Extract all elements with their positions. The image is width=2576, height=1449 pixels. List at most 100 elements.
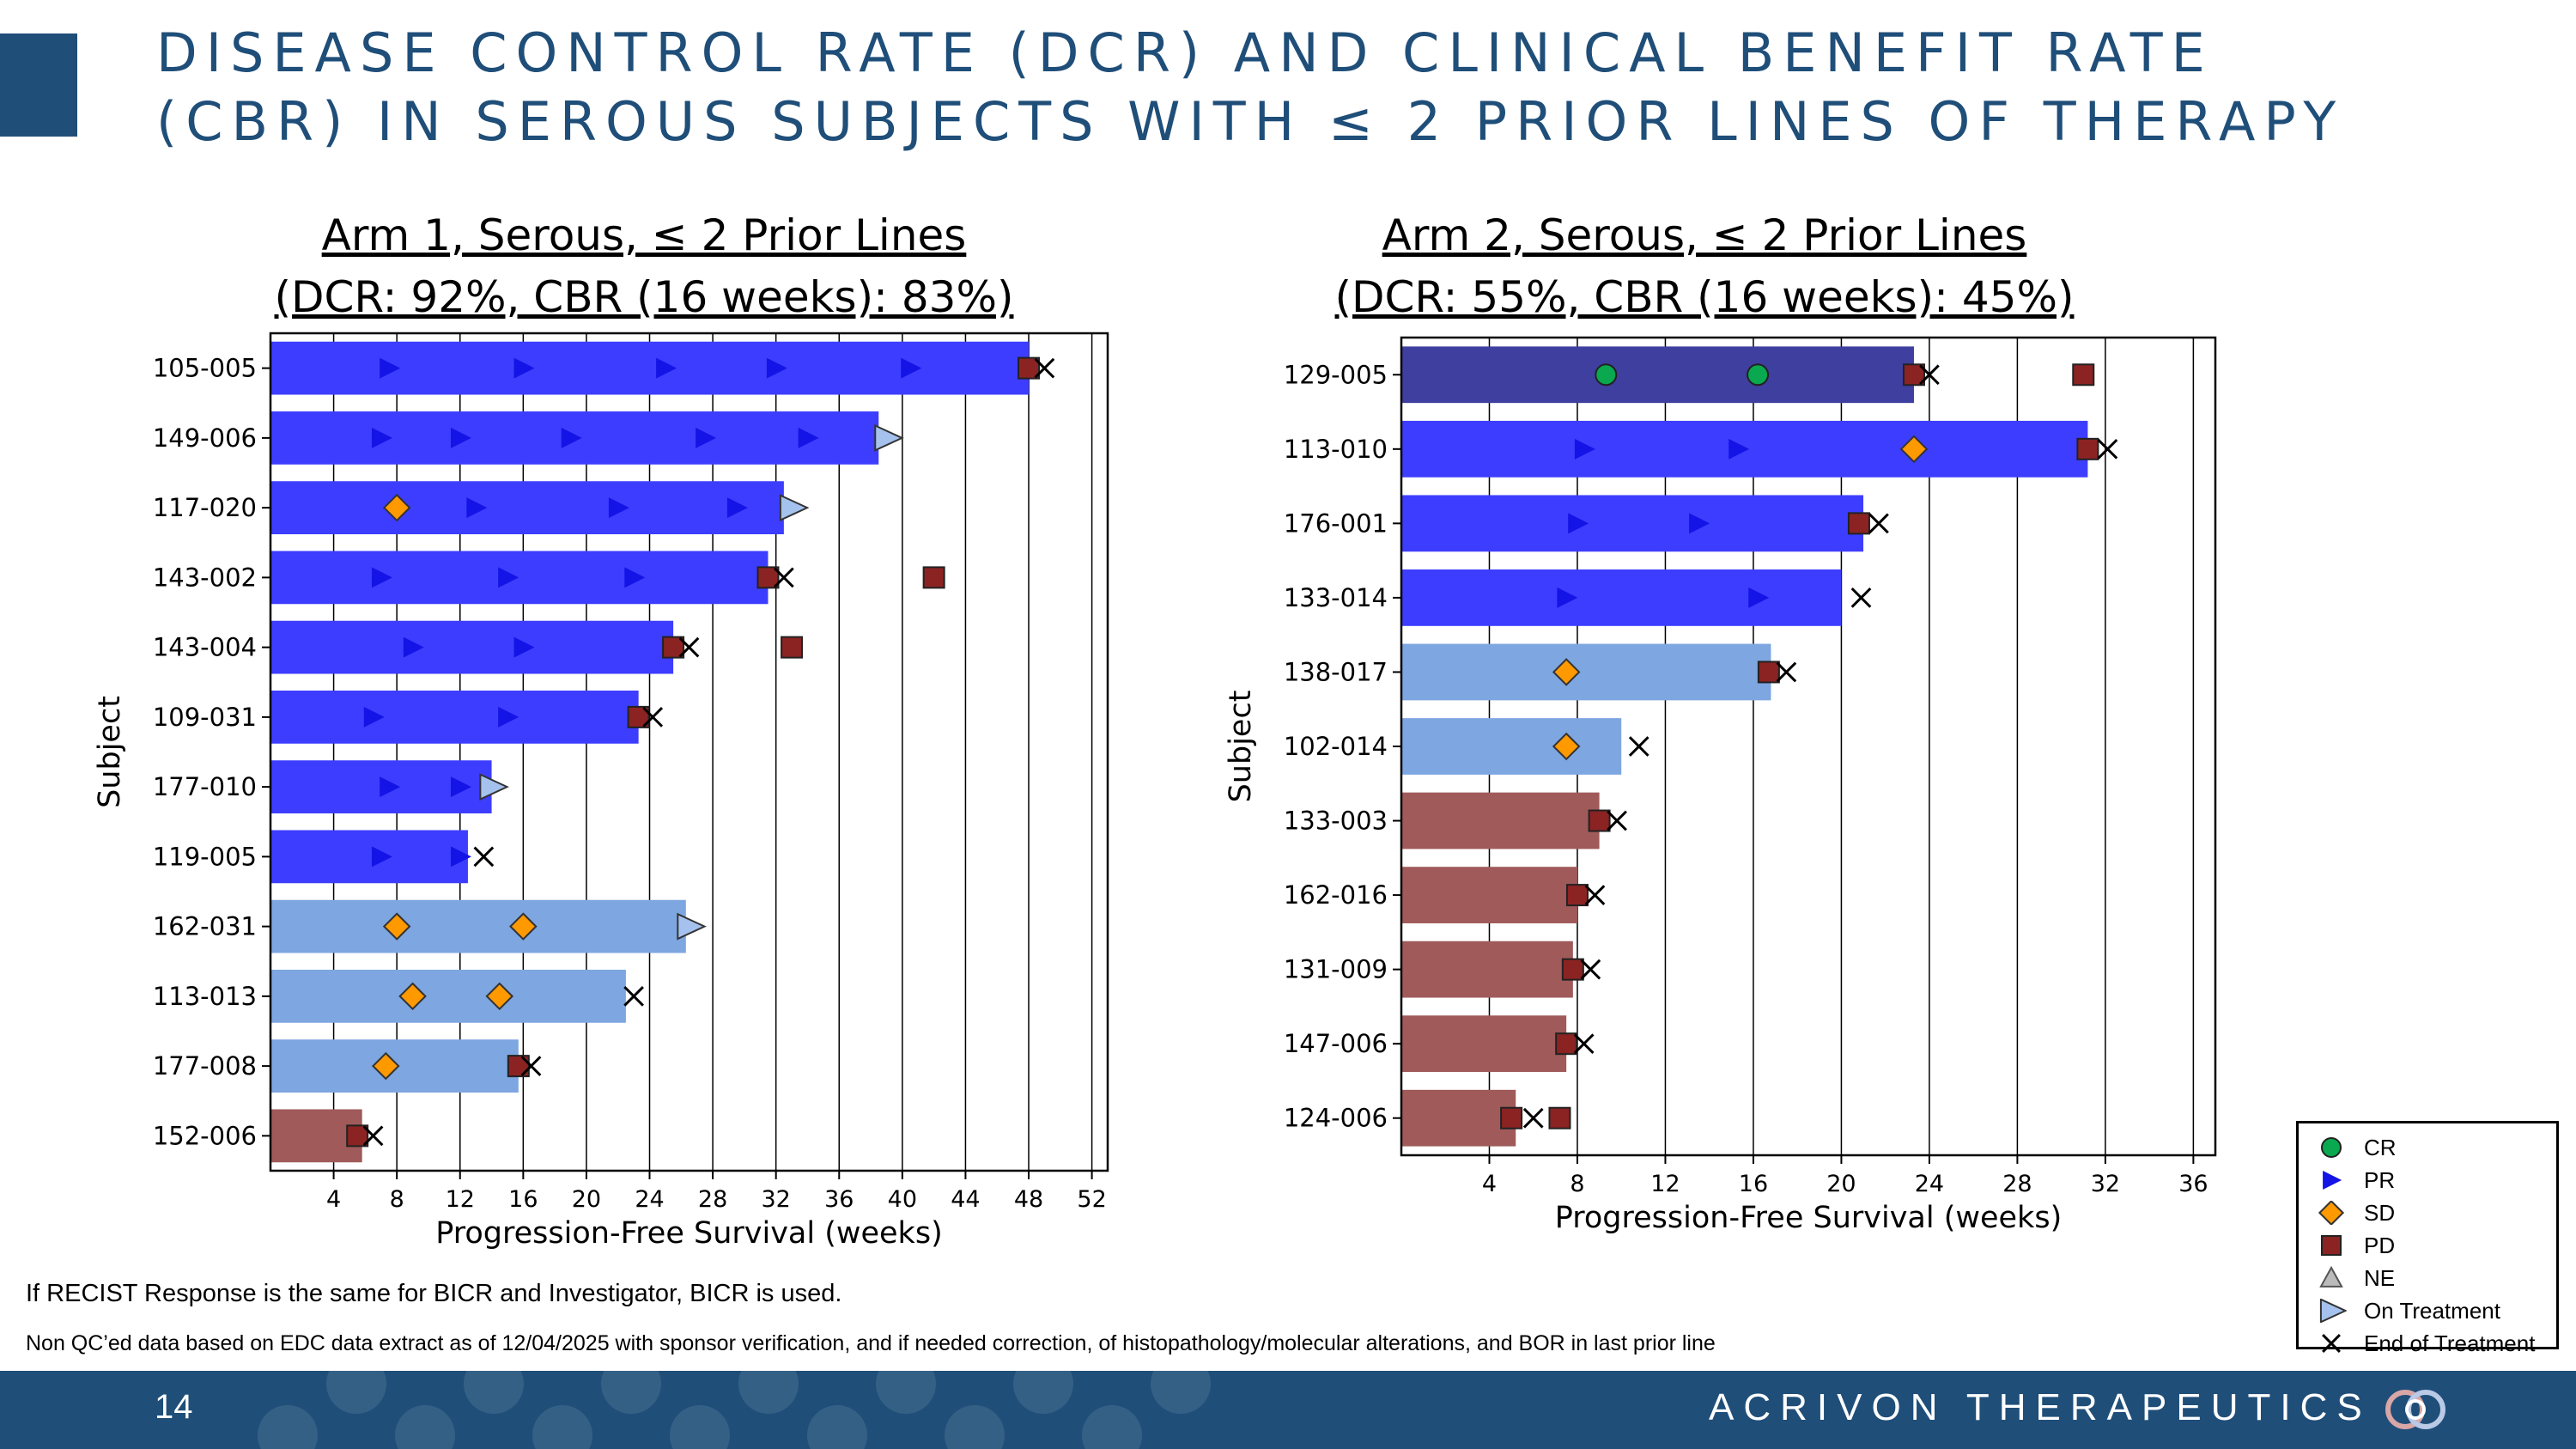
- title-accent-square: [0, 33, 77, 137]
- arm2-pd-marker: [1548, 1106, 1571, 1129]
- footer-decoration: [532, 1405, 592, 1449]
- arm2-swimmer-chart: 129-005 113-010 176-001 133-014 138-017 102-0…: [1224, 336, 2217, 1235]
- arm2-bar-133-003: [1401, 792, 1600, 849]
- arm2-end-of-treatment-marker: [1628, 736, 1649, 757]
- arm2-subject-label: 147-006: [1284, 1029, 1388, 1058]
- arm1-end-of-treatment-marker: [520, 1056, 542, 1076]
- arm2-bar-133-014: [1401, 569, 1842, 626]
- arm1-subject-label: 177-008: [153, 1051, 257, 1081]
- arm1-xtick-label: 36: [824, 1186, 854, 1213]
- slide-title: DISEASE CONTROL RATE (DCR) AND CLINICAL …: [156, 19, 2543, 156]
- arm1-pr-marker: [371, 427, 392, 448]
- arm2-end-of-treatment-marker: [1868, 513, 1889, 534]
- footer-decoration: [738, 1371, 799, 1414]
- arm1-pr-marker: [450, 427, 471, 448]
- arm2-pr-marker: [1728, 438, 1750, 460]
- arm1-subject-label: 143-004: [153, 633, 257, 662]
- arm1-xtick-label: 8: [390, 1186, 404, 1213]
- arm1-on-treatment-marker: [479, 773, 509, 801]
- footer-decoration: [395, 1405, 455, 1449]
- footer-decoration: [670, 1405, 730, 1449]
- arm2-pd-marker: [1757, 661, 1780, 684]
- arm2-bar-162-016: [1401, 867, 1577, 923]
- arm1-pd-marker: [346, 1124, 369, 1148]
- legend-label: SD: [2364, 1200, 2396, 1226]
- arm1-subject-label: 109-031: [153, 703, 257, 732]
- arm2-end-of-treatment-marker: [1573, 1033, 1595, 1055]
- arm2-pd-marker: [2072, 363, 2095, 387]
- arm1-on-treatment-marker: [779, 494, 810, 522]
- arm1-pr-marker: [901, 357, 922, 379]
- arm1-xtick-label: 16: [508, 1186, 538, 1213]
- arm2-xtick-label: 32: [2091, 1171, 2120, 1197]
- arm1-end-of-treatment-marker: [362, 1125, 384, 1147]
- arm1-end-of-treatment-marker: [473, 846, 495, 868]
- legend-ne-icon: [2319, 1266, 2343, 1288]
- arm2-end-of-treatment-marker: [1919, 364, 1940, 386]
- legend-label: End of Treatment: [2364, 1330, 2536, 1356]
- arm1-pr-marker: [363, 706, 385, 728]
- arm1-bar-117-020: [270, 481, 784, 534]
- footer-bar: 14 ACRIVON THERAPEUTICS: [0, 1371, 2576, 1449]
- arm2-cr-marker: [1747, 363, 1770, 387]
- arm2-end-of-treatment-marker: [1522, 1107, 1544, 1129]
- company-logo-icon: [2385, 1390, 2445, 1429]
- arm2-xtick-label: 36: [2178, 1171, 2208, 1197]
- legend-pr-icon: [2323, 1171, 2342, 1190]
- arm1-subject-label: 119-005: [153, 842, 257, 871]
- arm1-pr-marker: [766, 357, 787, 379]
- footer-decoration: [945, 1405, 1005, 1449]
- arm2-bar-147-006: [1401, 1015, 1567, 1073]
- legend-label: NE: [2364, 1265, 2396, 1291]
- arm2-xtick-label: 4: [1482, 1171, 1497, 1197]
- arm2-bar-138-017: [1401, 643, 1771, 701]
- legend-label: PR: [2364, 1167, 2396, 1193]
- arm1-pr-marker: [624, 567, 646, 588]
- arm1-pr-marker: [696, 427, 717, 448]
- arm1-subject-label: 177-010: [153, 772, 257, 801]
- arm1-xtick-label: 32: [761, 1186, 790, 1213]
- arm1-pd-marker: [922, 566, 945, 589]
- arm1-subject-label: 152-006: [153, 1121, 257, 1150]
- arm1-bar-143-002: [270, 551, 769, 605]
- arm1-pr-marker: [450, 776, 471, 798]
- arm2-bar-176-001: [1401, 495, 1864, 552]
- arm2-subject-label: 102-014: [1284, 732, 1388, 761]
- arm1-pr-marker: [608, 497, 629, 519]
- arm1-subject-label: 113-013: [153, 982, 257, 1011]
- arm1-bar-109-031: [270, 691, 639, 744]
- legend-end-icon: [2322, 1334, 2341, 1353]
- arm2-xtick-label: 24: [1915, 1171, 1944, 1197]
- arm1-end-of-treatment-marker: [774, 567, 794, 588]
- legend-cr-marker: [2321, 1137, 2342, 1158]
- slide-title-line2: (CBR) IN SEROUS SUBJECTS WITH ≤ 2 PRIOR …: [156, 90, 2345, 153]
- legend-on-icon: [2319, 1299, 2347, 1323]
- arm2-pr-marker: [1689, 513, 1710, 534]
- arm1-title-line1: Arm 1, Serous, ≤ 2 Prior Lines: [321, 210, 967, 260]
- arm1-sd-marker: [382, 493, 411, 522]
- footnote-recist: If RECIST Response is the same for BICR …: [26, 1280, 842, 1307]
- arm1-xtick-label: 20: [572, 1186, 601, 1213]
- arm1-swimmer-chart: 105-005 149-006 117-020 143-002 143-004 109-0…: [93, 332, 1109, 1251]
- arm1-subject-label: 162-031: [153, 912, 257, 941]
- arm1-end-of-treatment-marker: [623, 986, 644, 1007]
- arm2-subject-label: 162-016: [1284, 880, 1388, 910]
- arm1-xtick-label: 44: [951, 1186, 980, 1213]
- arm1-bar-143-004: [270, 620, 674, 674]
- chart-legend: CR PR SD PD NE On Treatment End of Treatment: [2296, 1121, 2559, 1356]
- arm2-subject-label: 124-006: [1284, 1104, 1388, 1133]
- footer-decoration: [807, 1405, 867, 1449]
- arm1-subject-label: 117-020: [153, 493, 257, 522]
- arm1-pd-marker: [1018, 356, 1041, 380]
- arm2-sd-marker: [1552, 658, 1581, 686]
- footer-decoration: [326, 1371, 386, 1414]
- footer-decoration: [464, 1371, 524, 1414]
- arm1-pr-marker: [380, 776, 401, 798]
- arm2-pr-marker: [1557, 587, 1578, 608]
- footer-decoration: [876, 1371, 936, 1414]
- company-name: ACRIVON THERAPEUTICS: [1709, 1386, 2372, 1428]
- arm2-subject-label: 133-003: [1284, 807, 1388, 836]
- arm2-sd-marker: [1899, 435, 1929, 464]
- arm1-xtick-label: 52: [1077, 1186, 1106, 1213]
- arm1-xtick-label: 24: [635, 1186, 664, 1213]
